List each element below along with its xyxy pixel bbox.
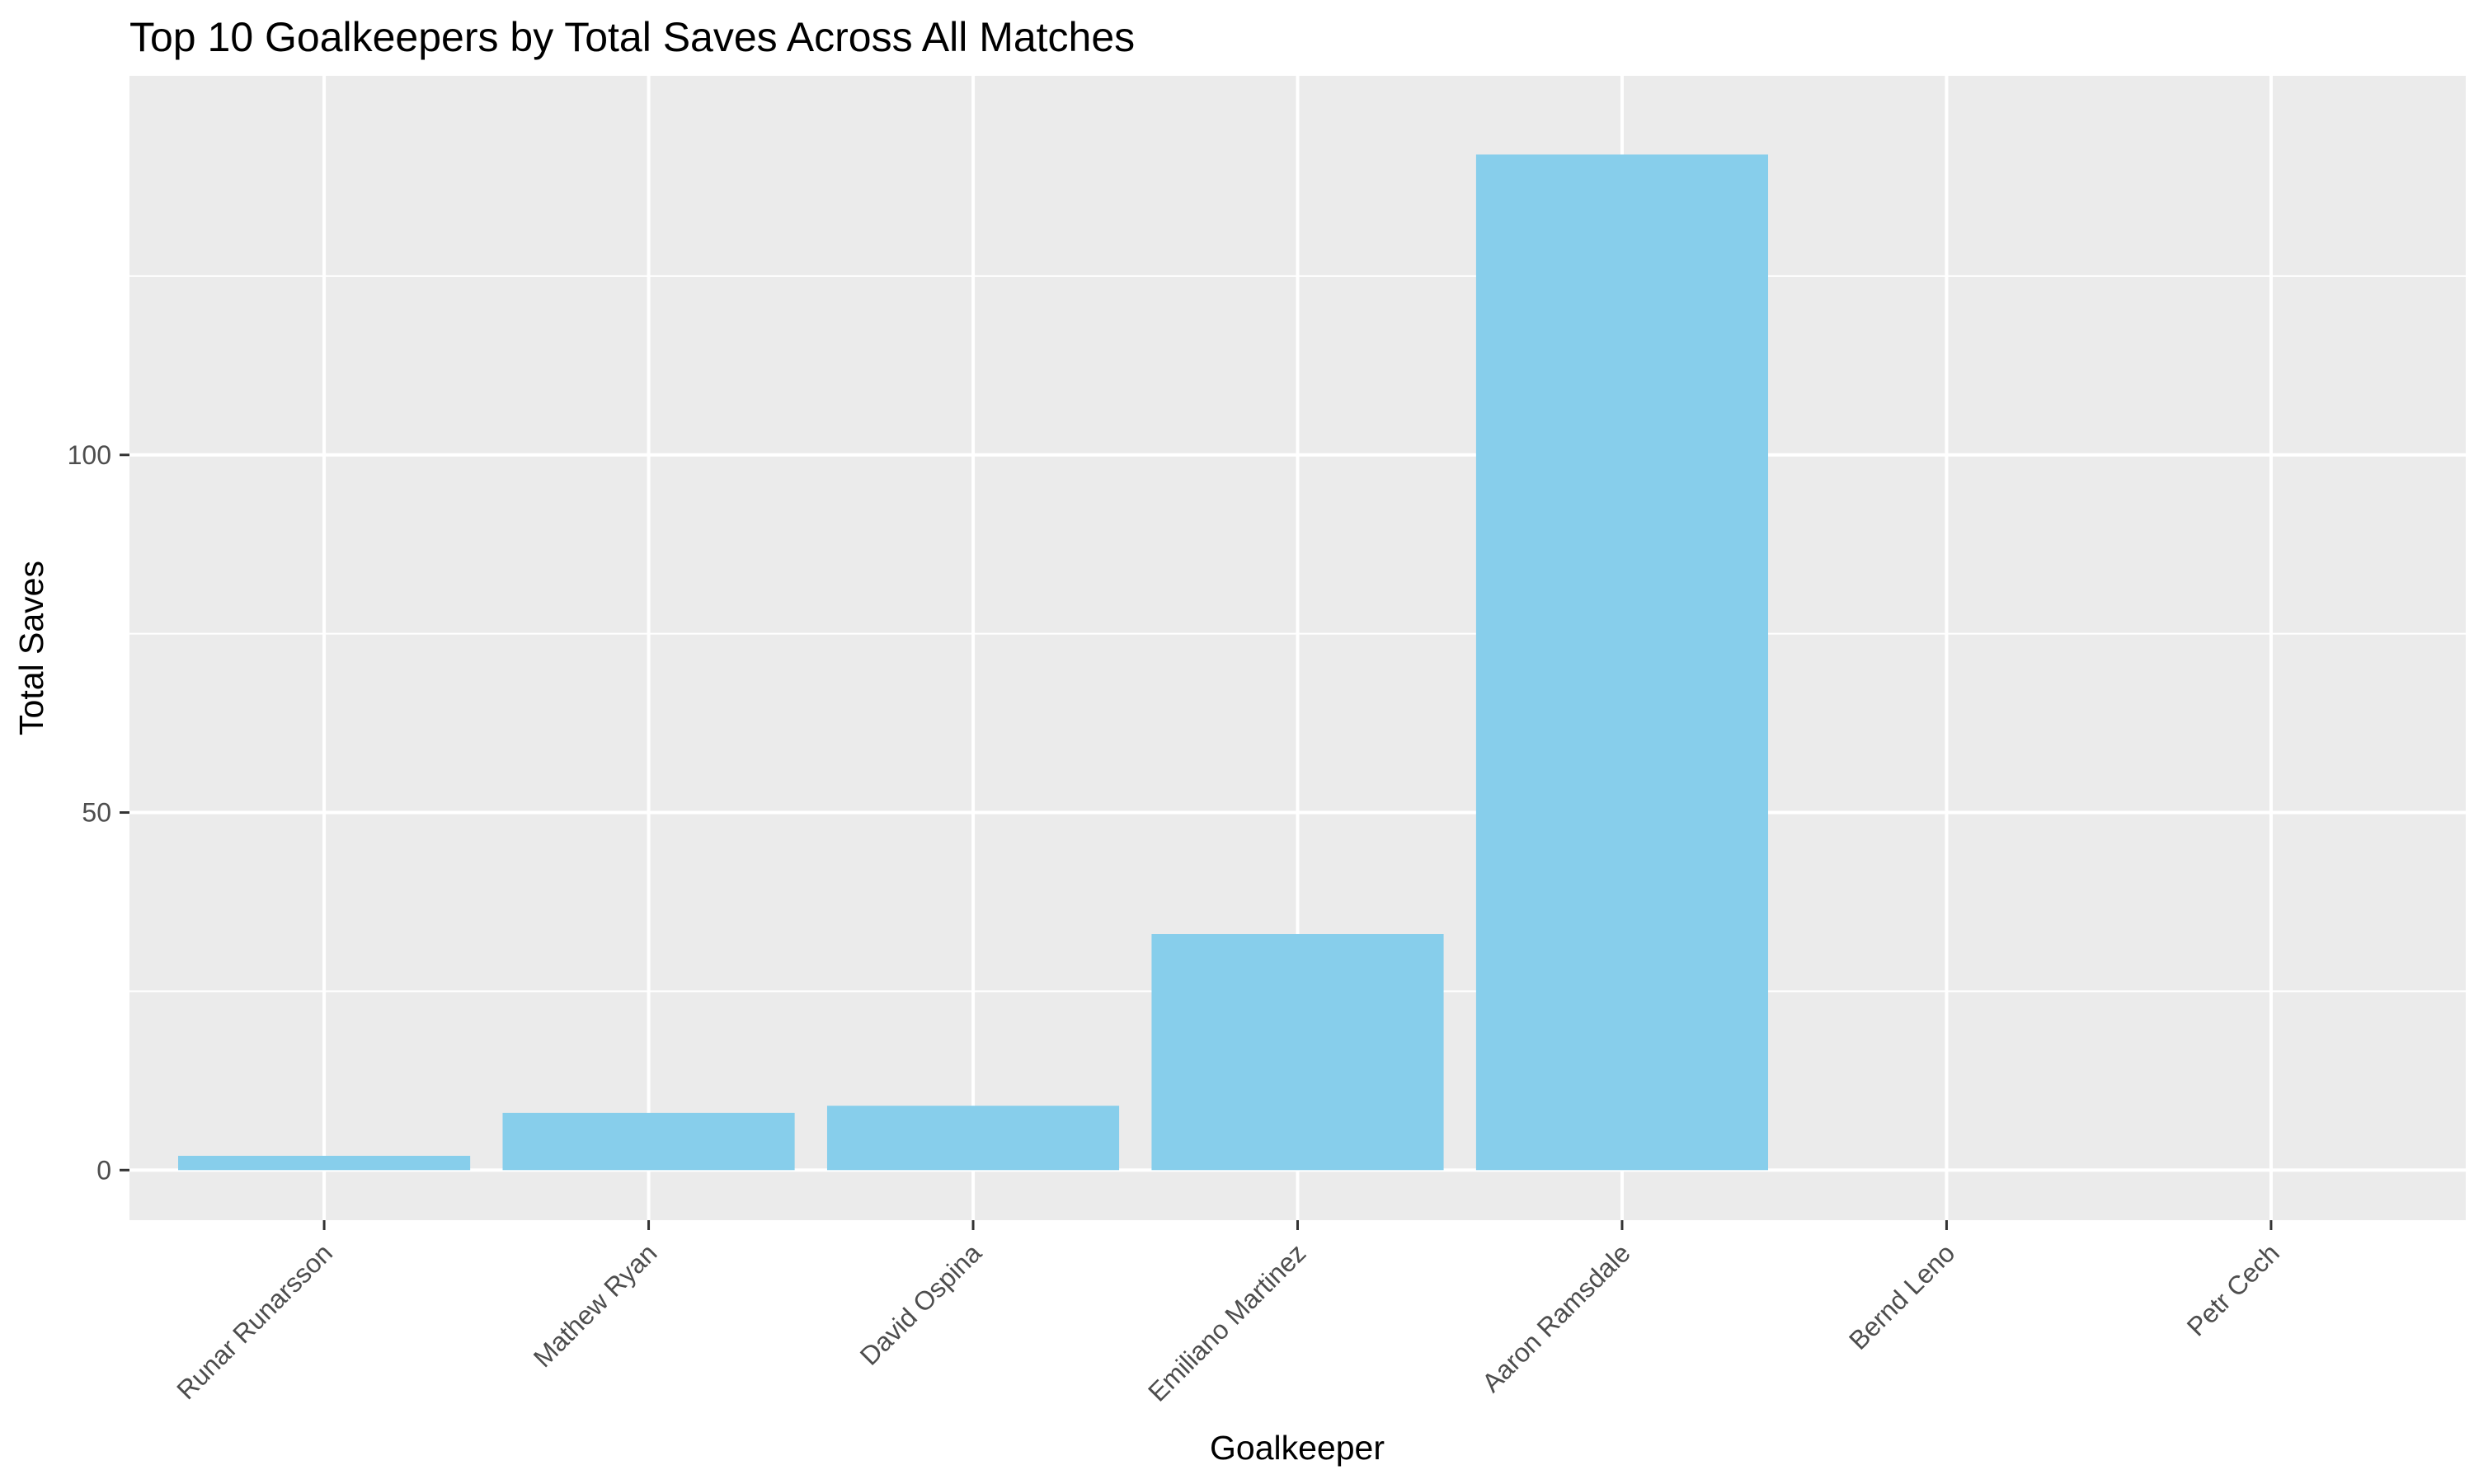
- y-tick-label: 50: [82, 798, 111, 828]
- x-tick-label: Runar Runarsson: [171, 1237, 338, 1405]
- y-axis-title: Total Saves: [12, 561, 50, 735]
- x-axis-title: Goalkeeper: [1210, 1429, 1385, 1467]
- bar: [1151, 934, 1444, 1171]
- x-tick-label: Aaron Ramsdale: [1476, 1237, 1636, 1397]
- bar: [502, 1112, 795, 1171]
- chart-title: Top 10 Goalkeepers by Total Saves Across…: [129, 14, 1135, 60]
- x-axis: Runar Runarsson Mathew Ryan David Ospina Em…: [171, 1220, 2285, 1407]
- y-tick-label: 0: [96, 1155, 111, 1185]
- x-tick-label: David Ospina: [854, 1237, 987, 1370]
- y-axis: 0 50 100: [68, 440, 129, 1185]
- x-tick-label: Bernd Leno: [1843, 1237, 1960, 1355]
- bar: [1475, 154, 1769, 1171]
- bar: [178, 1155, 471, 1171]
- y-tick-label: 100: [68, 440, 111, 470]
- x-tick-label: Mathew Ryan: [528, 1237, 663, 1373]
- bars: [178, 154, 1769, 1171]
- bar: [826, 1106, 1120, 1171]
- x-tick-label: Emiliano Martinez: [1142, 1237, 1311, 1407]
- x-tick-label: Petr Cech: [2181, 1237, 2285, 1341]
